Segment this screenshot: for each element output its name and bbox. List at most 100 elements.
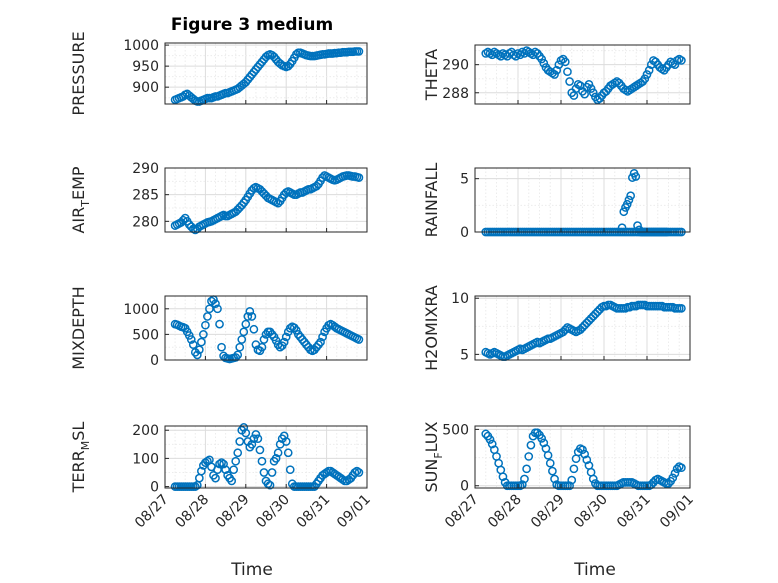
data-point: [539, 438, 549, 448]
axes-box: [474, 425, 691, 489]
data-point: [642, 70, 652, 79]
data-point: [233, 448, 243, 458]
x-tick-label: 08/31: [614, 492, 654, 532]
data-point: [291, 325, 301, 335]
y-tick-label: 0: [150, 353, 159, 369]
data-point: [312, 181, 321, 191]
data-point: [265, 480, 275, 490]
data-point: [524, 452, 534, 461]
left-x-axis-label: Time: [230, 560, 273, 580]
figure-title: Figure 3 medium: [171, 15, 333, 35]
data-point: [281, 332, 291, 342]
data-point: [354, 468, 364, 477]
y-tick-label: 5: [460, 172, 469, 188]
data-point: [520, 474, 529, 484]
subplot-rainfall: 0 5 RAINFALL: [422, 163, 691, 241]
data-point: [188, 340, 198, 349]
data-point: [588, 88, 598, 98]
data-point: [550, 474, 559, 484]
data-point: [543, 450, 553, 460]
data-point: [350, 468, 360, 477]
data-point: [237, 335, 247, 344]
data-point: [239, 327, 249, 337]
x-tick-label: 08/28: [172, 492, 212, 532]
axes-box: [474, 167, 691, 233]
data-point: [586, 84, 596, 93]
y-axis-label: MIXDEPTH: [69, 286, 88, 369]
data-point: [624, 195, 634, 205]
y-tick-label: 100: [132, 451, 159, 467]
data-point: [588, 311, 598, 321]
y-tick-label: 0: [460, 479, 469, 495]
data-point: [539, 58, 549, 68]
data-point: [271, 336, 281, 345]
data-point: [213, 304, 222, 314]
data-point: [584, 316, 594, 326]
axes-box: [164, 167, 368, 233]
y-tick-label: 0: [150, 480, 159, 496]
data-point: [257, 456, 267, 466]
data-point: [197, 337, 206, 347]
data-point: [219, 459, 228, 469]
y-tick-label: 500: [442, 422, 469, 438]
data-point: [253, 434, 263, 444]
y-tick-label: 200: [132, 423, 159, 439]
data-point: [672, 464, 682, 474]
axes-box: [474, 295, 691, 361]
data-point: [354, 335, 364, 344]
data-point: [617, 223, 627, 233]
data-point: [201, 320, 210, 330]
data-point: [316, 337, 325, 347]
subplot-terr_msl: 0 100 200 08/27 08/28 08/29 08/30 08/31 09/01 TER…: [69, 422, 374, 532]
data-point: [548, 466, 557, 476]
y-tick-label: 950: [132, 59, 159, 75]
data-point: [241, 428, 251, 438]
data-point: [247, 312, 257, 321]
data-point: [186, 335, 196, 344]
y-tick-label: 290: [132, 161, 159, 177]
data-point: [578, 445, 587, 455]
data-point: [677, 463, 686, 473]
y-tick-label: 290: [442, 58, 469, 74]
y-tick-label: 0: [460, 225, 469, 241]
y-axis-label: AIRTEMP: [69, 166, 92, 233]
data-point: [580, 320, 590, 330]
data-point: [217, 458, 226, 467]
subplot-sun_flux: 0 500 08/27 08/28 08/29 08/30 08/31 09/01 SUNFLU…: [422, 421, 697, 531]
data-point: [565, 77, 574, 86]
subplot-air_temp: 280 285 290 AIRTEMP: [69, 161, 368, 235]
data-point: [291, 50, 301, 59]
data-point: [197, 466, 206, 476]
data-point: [569, 464, 579, 474]
subplot-pressure: 900 950 1000 PRESSURE: [69, 31, 368, 116]
right-x-axis-label: Time: [573, 560, 616, 580]
data-point: [644, 65, 654, 75]
data-point: [211, 299, 220, 309]
data-point: [354, 47, 364, 56]
x-tick-label: 08/30: [253, 492, 293, 532]
data-point: [263, 479, 273, 489]
data-point: [249, 324, 259, 334]
axes-box: [164, 425, 368, 489]
y-axis-label: PRESSURE: [69, 31, 88, 115]
data-point: [213, 465, 222, 475]
data-point: [586, 314, 596, 323]
data-point: [560, 325, 570, 335]
data-point: [588, 474, 598, 484]
axes-box: [164, 42, 368, 105]
data-point: [271, 454, 281, 463]
subplot-h2omixra: 5 10 H2OMIXRA: [422, 285, 691, 371]
data-point: [631, 172, 641, 181]
data-point: [233, 350, 243, 360]
data-point: [255, 445, 265, 455]
data-point: [498, 472, 508, 482]
y-tick-label: 285: [132, 188, 159, 204]
data-point: [526, 440, 536, 450]
data-point: [558, 327, 568, 337]
y-tick-label: 1000: [123, 302, 159, 318]
data-point: [273, 198, 283, 208]
data-point: [619, 207, 629, 217]
data-point: [318, 332, 327, 342]
